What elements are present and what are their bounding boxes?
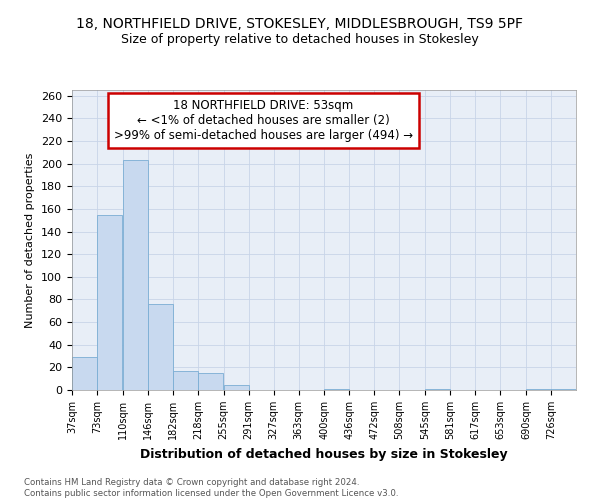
Text: 18, NORTHFIELD DRIVE, STOKESLEY, MIDDLESBROUGH, TS9 5PF: 18, NORTHFIELD DRIVE, STOKESLEY, MIDDLES… — [77, 18, 523, 32]
Bar — [123, 160, 148, 390]
Bar — [224, 386, 248, 390]
Bar — [97, 214, 122, 390]
Bar — [526, 389, 551, 390]
Bar — [148, 304, 173, 390]
Bar — [425, 389, 450, 390]
Text: Contains HM Land Registry data © Crown copyright and database right 2024.
Contai: Contains HM Land Registry data © Crown c… — [24, 478, 398, 498]
Bar — [551, 389, 576, 390]
X-axis label: Distribution of detached houses by size in Stokesley: Distribution of detached houses by size … — [140, 448, 508, 460]
Bar — [198, 373, 223, 390]
Text: 18 NORTHFIELD DRIVE: 53sqm
← <1% of detached houses are smaller (2)
>99% of semi: 18 NORTHFIELD DRIVE: 53sqm ← <1% of deta… — [114, 99, 413, 142]
Y-axis label: Number of detached properties: Number of detached properties — [25, 152, 35, 328]
Text: Size of property relative to detached houses in Stokesley: Size of property relative to detached ho… — [121, 32, 479, 46]
Bar — [72, 357, 97, 390]
Bar — [173, 371, 198, 390]
Bar — [325, 389, 349, 390]
